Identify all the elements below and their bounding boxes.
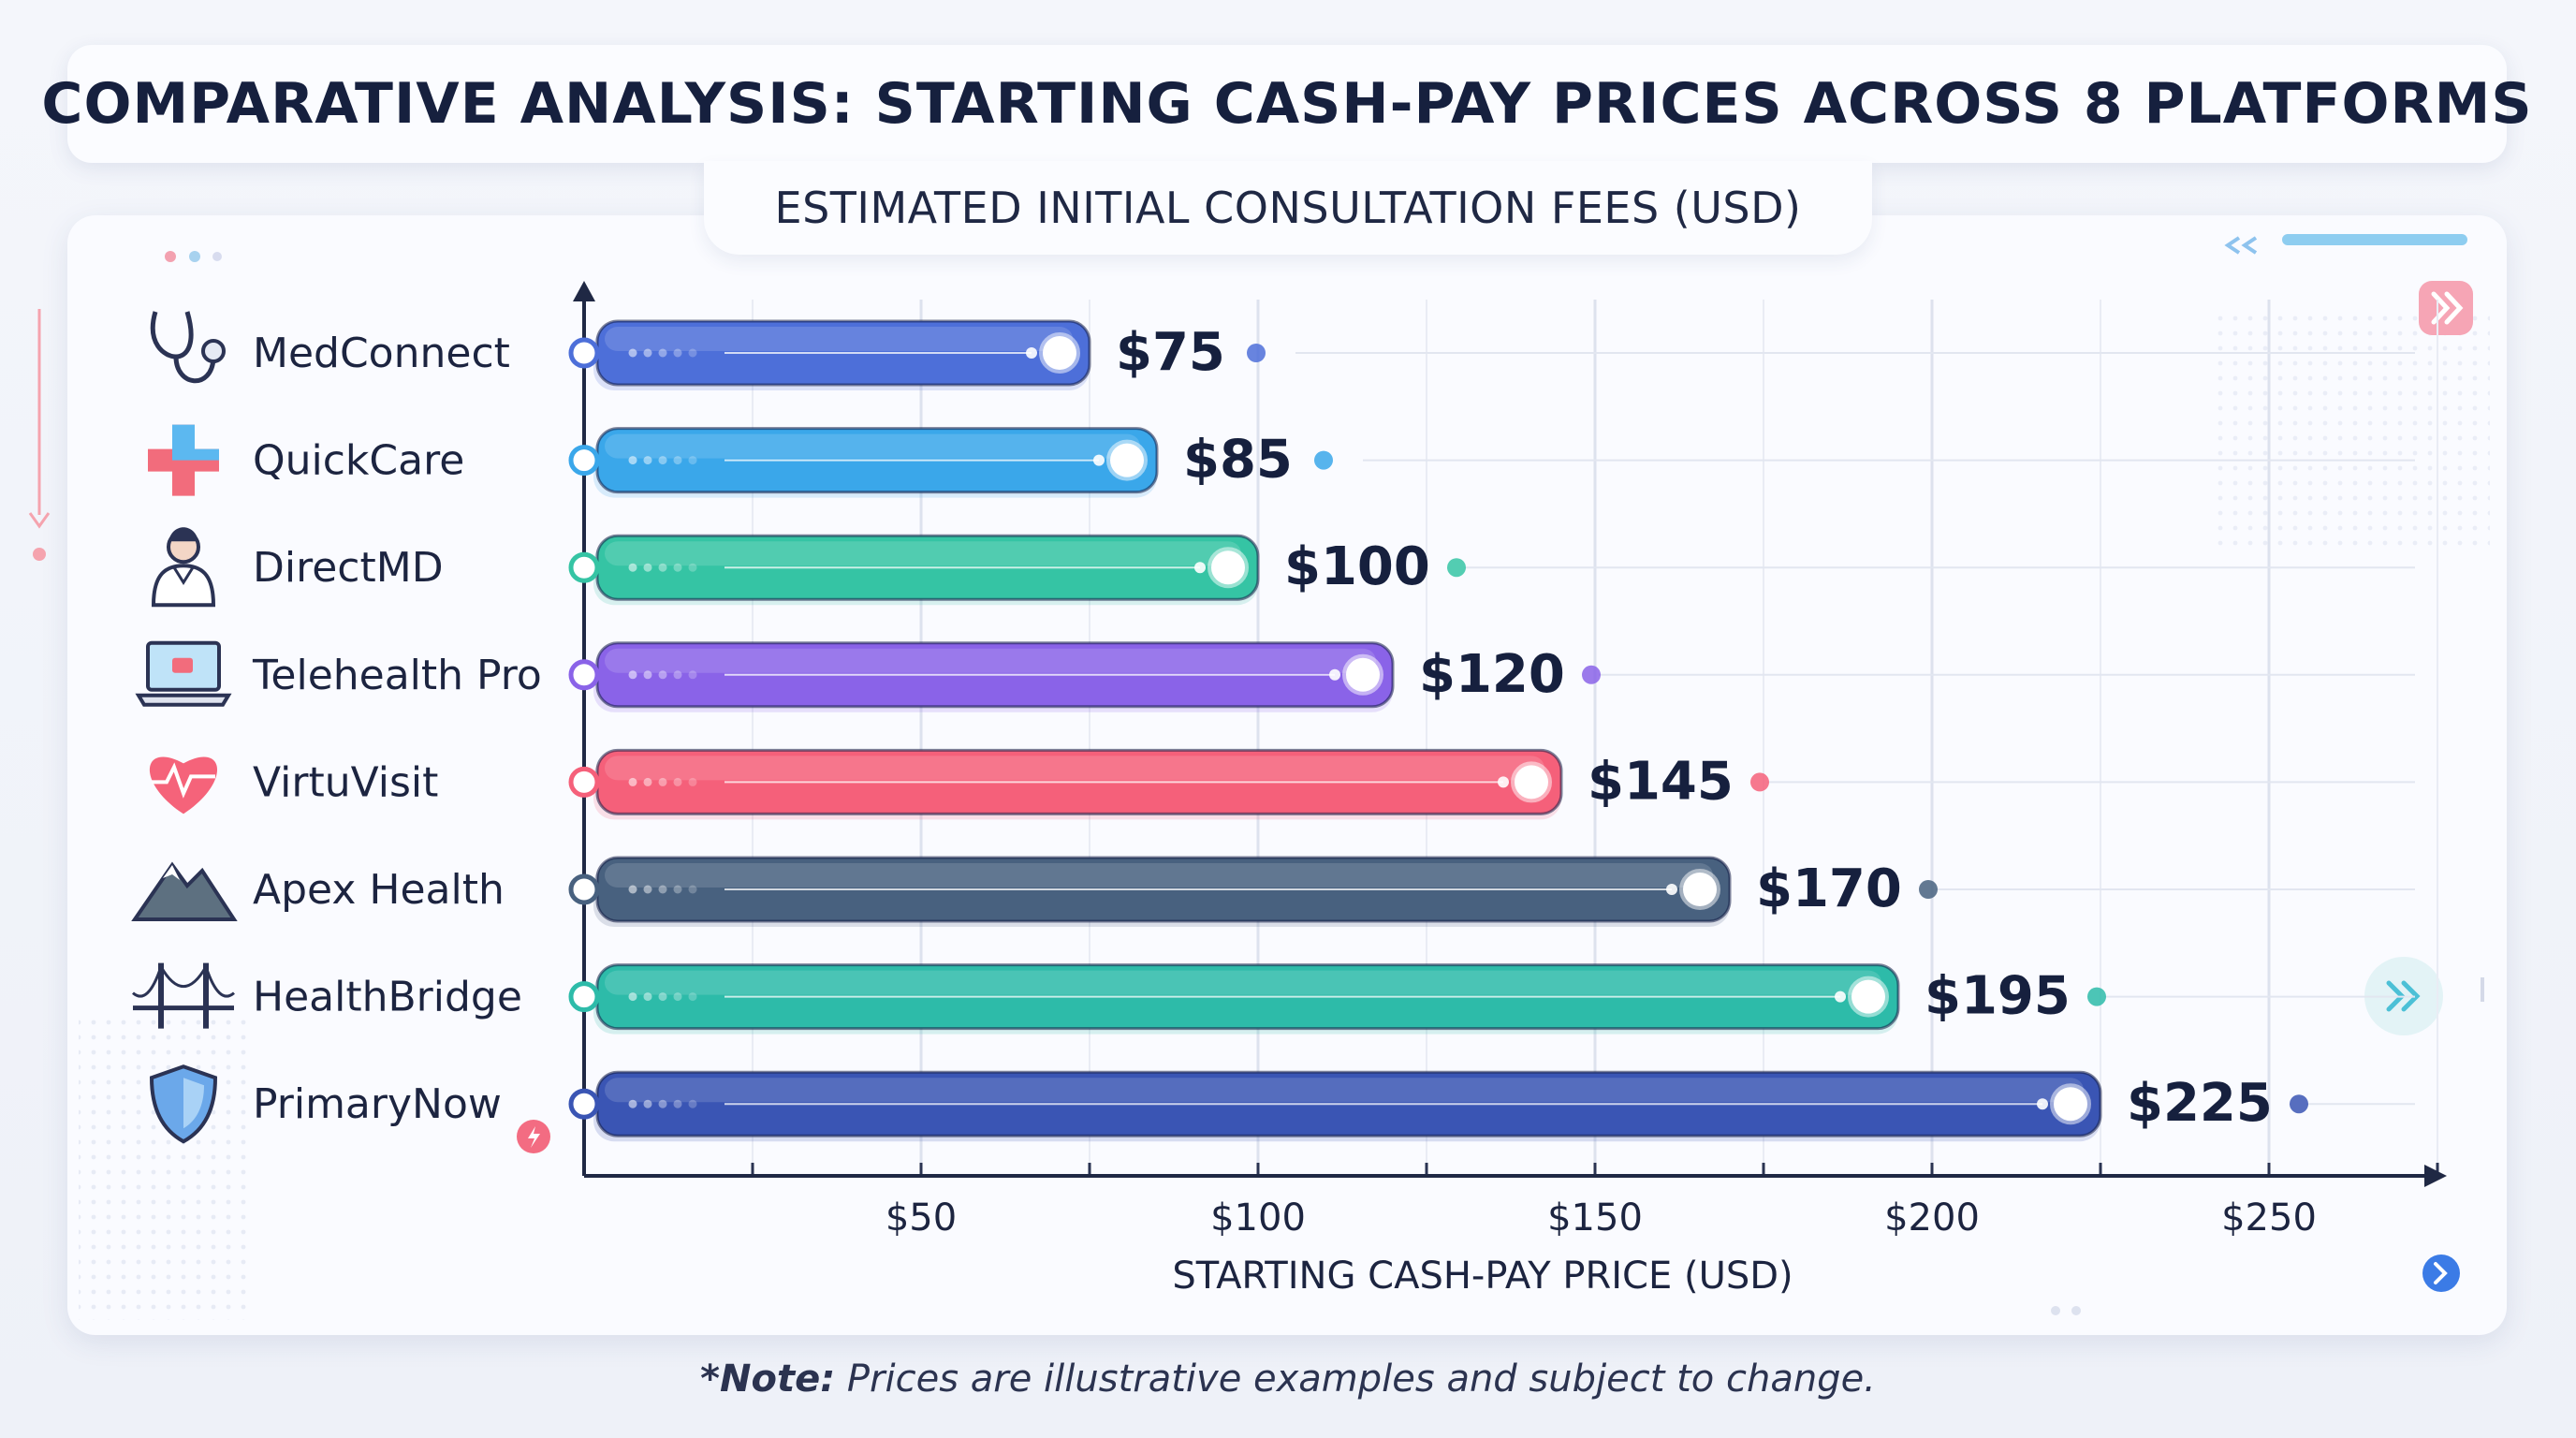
value-label: $170: [1756, 858, 1902, 919]
heart-pulse-icon: [149, 756, 218, 814]
decor-dot: [212, 252, 222, 261]
axes: [573, 281, 2447, 1187]
stethoscope-icon: [150, 311, 226, 384]
x-axis-label: STARTING CASH-PAY PRICE (USD): [1172, 1255, 1793, 1298]
category-label: QuickCare: [253, 437, 464, 485]
value-marker-dot: [1750, 772, 1769, 792]
x-tick-label: $250: [2221, 1196, 2317, 1240]
value-marker-dot: [1447, 558, 1466, 578]
category-label: PrimaryNow: [253, 1080, 502, 1128]
mountain-icon: [131, 861, 238, 921]
category-label: Apex Health: [253, 866, 505, 914]
forward-icon: [2419, 281, 2473, 335]
decor-dot: [165, 251, 176, 262]
value-label: $75: [1116, 322, 1225, 383]
bar-start-node: [568, 873, 600, 905]
chevron-right-icon: [2422, 1255, 2460, 1292]
bar: [593, 534, 1260, 606]
value-label: $100: [1284, 536, 1430, 597]
decor-arrow: [28, 512, 51, 529]
footnote: *Note: Prices are illustrative examples …: [0, 1357, 2576, 1401]
decor-dot: [189, 251, 200, 262]
bar-start-node: [568, 445, 600, 477]
note-prefix: *Note:: [700, 1357, 836, 1401]
bar: [593, 856, 1732, 927]
value-label: $120: [1419, 644, 1565, 705]
category-label: DirectMD: [253, 544, 444, 592]
value-label: $225: [2127, 1073, 2273, 1134]
bar-start-node: [568, 766, 600, 798]
x-tick-labels: $50 $100 $150 $200 $250: [886, 1196, 2317, 1240]
laptop-video-icon: [135, 640, 232, 707]
value-marker-dot: [1919, 880, 1938, 899]
value-label: $145: [1588, 751, 1734, 812]
x-axis-arrow: [2424, 1165, 2447, 1187]
bar-start-node: [568, 981, 600, 1013]
value-marker-dot: [1582, 665, 1601, 684]
value-label: $85: [1183, 430, 1293, 491]
y-axis-arrow: [573, 281, 595, 301]
bridge-icon: [132, 962, 235, 1029]
decor-dot: [33, 548, 46, 561]
category-label: HealthBridge: [253, 974, 522, 1021]
bar: [593, 748, 1563, 820]
value-marker-dot: [1247, 344, 1266, 362]
bar: [593, 319, 1091, 390]
bar-start-node: [568, 659, 600, 691]
x-tick-label: $50: [886, 1196, 957, 1240]
shield-icon: [149, 1064, 218, 1144]
bar: [593, 427, 1159, 498]
bar: [593, 963, 1900, 1034]
value-marker-dot: [1314, 450, 1333, 470]
category-labels: MedConnect QuickCare DirectMD Telehealth Pr…: [131, 311, 542, 1144]
decor-bar: [2282, 234, 2467, 245]
x-tick-label: $100: [1210, 1196, 1306, 1240]
value-label: $195: [1925, 966, 2071, 1027]
bar-start-node: [568, 1088, 600, 1120]
lightning-icon: [517, 1120, 550, 1153]
x-tick-label: $150: [1547, 1196, 1643, 1240]
x-tick-label: $200: [1884, 1196, 1980, 1240]
medical-cross-icon: [148, 424, 219, 496]
chart-subtitle: ESTIMATED INITIAL CONSULTATION FEES (USD…: [774, 183, 1802, 233]
dot-pattern-right: [2209, 309, 2490, 552]
decor-dot: [2051, 1306, 2060, 1315]
category-label: Telehealth Pro: [252, 652, 542, 699]
decor-chevrons: [2224, 236, 2258, 255]
dot-pattern-left: [79, 1011, 247, 1320]
bar: [593, 641, 1395, 712]
bar-start-node: [568, 337, 600, 369]
category-label: VirtuVisit: [253, 758, 438, 806]
bar: [593, 1070, 2102, 1142]
title-bar: COMPARATIVE ANALYSIS: STARTING CASH-PAY …: [41, 45, 2532, 163]
subtitle-pill: ESTIMATED INITIAL CONSULTATION FEES (USD…: [704, 161, 1872, 255]
chart-title: COMPARATIVE ANALYSIS: STARTING CASH-PAY …: [41, 71, 2533, 137]
category-label: MedConnect: [253, 330, 510, 377]
value-marker-dot: [2290, 1094, 2308, 1114]
value-marker-dot: [2087, 987, 2106, 1006]
bar-start-node: [568, 551, 600, 583]
doctor-icon: [151, 527, 216, 608]
decor-dot: [2071, 1306, 2081, 1315]
note-text: Prices are illustrative examples and sub…: [835, 1357, 1876, 1401]
bars: $75 $85 $100 $120 $145 $170 $195 $225: [568, 319, 2308, 1142]
